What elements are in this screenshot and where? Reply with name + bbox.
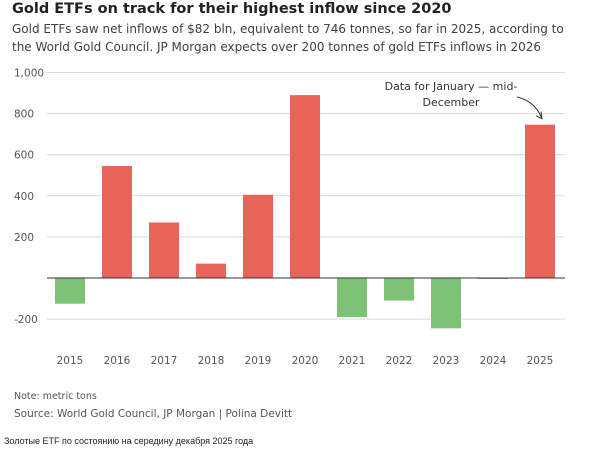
bar-2023 [431, 278, 461, 329]
y-tick-label: 800 [14, 109, 34, 121]
x-tick-label: 2022 [386, 355, 413, 367]
bar-2024 [478, 278, 508, 280]
x-tick-label: 2023 [433, 355, 460, 367]
annotation: Data for January — mid-December [385, 80, 543, 120]
bars [55, 95, 555, 329]
bar-2016 [102, 166, 132, 278]
bar-2021 [337, 278, 367, 318]
x-tick-label: 2021 [339, 355, 366, 367]
x-tick-label: 2016 [104, 355, 131, 367]
x-tick-label: 2015 [57, 355, 84, 367]
x-tick-label: 2018 [198, 355, 225, 367]
axes: -200 200 400 600 800 1,000 2015 2016 2017 2018 201… [14, 68, 565, 367]
bar-2018 [196, 263, 226, 278]
y-tick-label: 600 [14, 150, 34, 162]
y-tick-label: 1,000 [14, 68, 44, 80]
bar-2025 [525, 124, 555, 279]
bar-chart: -200 200 400 600 800 1,000 2015 2016 2017 2018 201… [14, 68, 565, 367]
x-tick-label: 2019 [245, 355, 272, 367]
annotation-arrow [516, 96, 543, 119]
bar-2022 [384, 278, 414, 301]
x-tick-label: 2020 [292, 355, 319, 367]
chart-subtitle: Gold ETFs saw net inflows of $82 bln, eq… [12, 22, 564, 54]
chart-note: Note: metric tons [14, 391, 97, 402]
annotation-text: Data for January — mid-December [385, 80, 518, 109]
y-tick-label: 400 [14, 191, 34, 203]
bar-2019 [243, 194, 273, 278]
x-tick-label: 2024 [480, 355, 507, 367]
y-tick-label: 200 [14, 232, 34, 244]
chart-source: Source: World Gold Council, JP Morgan | … [14, 408, 293, 420]
bar-2020 [290, 95, 320, 278]
bar-2015 [55, 278, 85, 304]
annotation-arrowhead [535, 111, 543, 120]
y-tick-label: -200 [14, 314, 38, 326]
image-caption: Золотые ETF по состоянию на середину дек… [4, 436, 254, 446]
bar-2017 [149, 222, 179, 278]
chart-title: Gold ETFs on track for their highest inf… [12, 1, 452, 17]
x-tick-label: 2025 [527, 355, 554, 367]
x-tick-label: 2017 [151, 355, 178, 367]
